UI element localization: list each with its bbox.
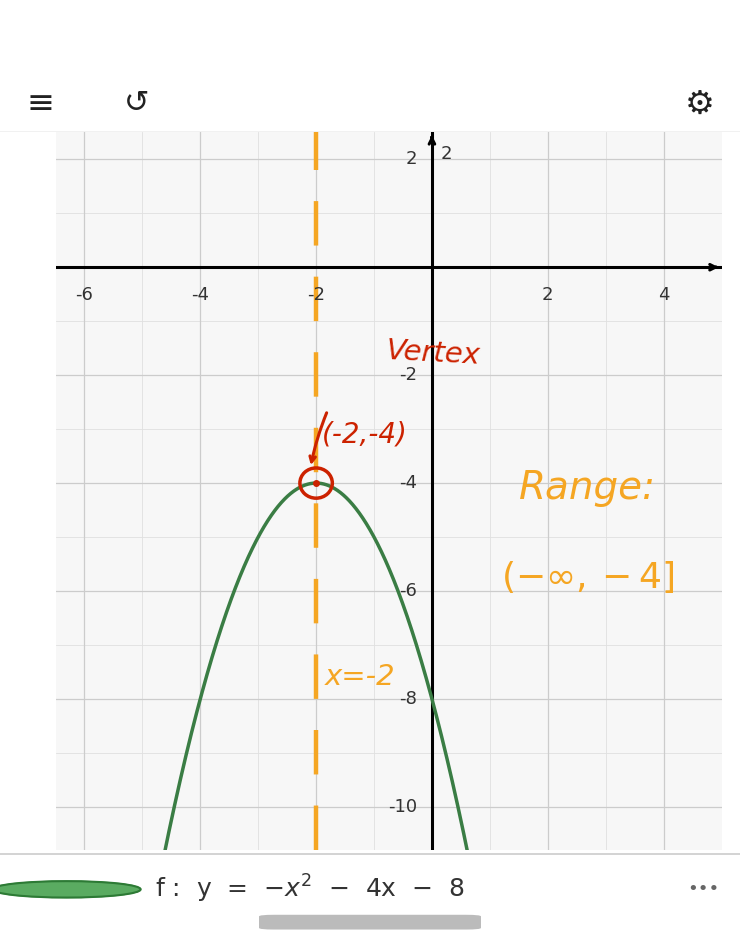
Text: Range:: Range: xyxy=(519,469,656,507)
Text: -6: -6 xyxy=(75,286,93,304)
FancyBboxPatch shape xyxy=(648,18,710,58)
Text: -8: -8 xyxy=(400,690,417,708)
Text: 4: 4 xyxy=(658,286,670,304)
Text: Vertex: Vertex xyxy=(386,337,482,370)
Text: -2: -2 xyxy=(307,286,325,304)
Text: 2: 2 xyxy=(440,145,452,163)
Text: .ul  LTE: .ul LTE xyxy=(562,29,621,47)
Text: (-2,-4): (-2,-4) xyxy=(322,420,408,448)
Text: 2: 2 xyxy=(406,150,417,169)
Text: -4: -4 xyxy=(400,474,417,492)
Text: 14:56: 14:56 xyxy=(66,26,141,49)
Text: -6: -6 xyxy=(400,582,417,600)
Text: -4: -4 xyxy=(191,286,209,304)
Text: $(-\infty,-4]$: $(-\infty,-4]$ xyxy=(502,559,675,596)
Text: ≡: ≡ xyxy=(27,88,55,120)
FancyBboxPatch shape xyxy=(259,915,481,929)
Text: ⚙: ⚙ xyxy=(684,88,714,120)
Text: -10: -10 xyxy=(388,798,417,816)
Text: ↺: ↺ xyxy=(124,89,149,118)
Circle shape xyxy=(0,881,141,898)
Text: x=-2: x=-2 xyxy=(325,664,395,692)
Text: •••: ••• xyxy=(687,881,719,898)
Text: 2: 2 xyxy=(542,286,554,304)
Text: f :  y  =  $-x^2$  $-$  4x  $-$  8: f : y = $-x^2$ $-$ 4x $-$ 8 xyxy=(155,873,465,906)
Text: -2: -2 xyxy=(400,366,417,384)
